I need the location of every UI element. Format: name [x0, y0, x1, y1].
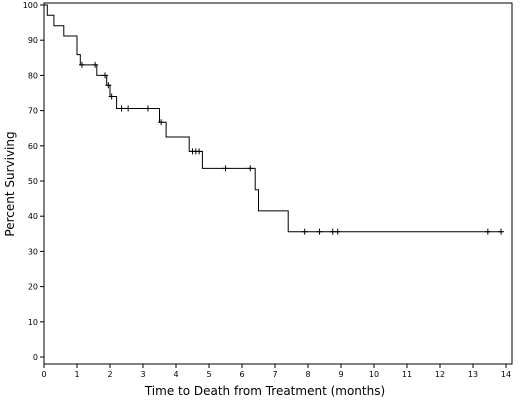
- y-tick-label: 10: [28, 318, 38, 327]
- censor-mark: [196, 148, 203, 155]
- y-tick-label: 70: [28, 107, 38, 116]
- x-tick-label: 12: [435, 370, 445, 379]
- x-tick-label: 9: [338, 370, 343, 379]
- x-tick-label: 6: [239, 370, 244, 379]
- censor-mark: [301, 228, 308, 235]
- x-tick-label: 14: [501, 370, 511, 379]
- x-tick-label: 13: [468, 370, 478, 379]
- censor-mark: [78, 61, 85, 68]
- x-axis: 0 1 2 3 4 5 6 7 8 9 10 11 12 13 14: [41, 364, 511, 379]
- x-tick-label: 10: [369, 370, 379, 379]
- y-tick-label: 60: [28, 142, 38, 151]
- y-axis-title: Percent Surviving: [3, 131, 17, 236]
- censor-mark: [102, 72, 109, 79]
- x-tick-label: 0: [41, 370, 46, 379]
- censor-mark: [105, 82, 112, 89]
- y-tick-label: 20: [28, 283, 38, 292]
- censor-mark: [498, 228, 505, 235]
- censor-mark: [484, 228, 491, 235]
- y-tick-label: 50: [28, 177, 38, 186]
- x-axis-title: Time to Death from Treatment (months): [144, 384, 385, 398]
- survival-curve: [44, 4, 503, 233]
- censor-mark: [144, 105, 151, 112]
- x-tick-label: 11: [402, 370, 412, 379]
- x-tick-label: 4: [173, 370, 178, 379]
- censor-mark: [316, 228, 323, 235]
- censor-mark: [92, 61, 99, 68]
- x-tick-label: 2: [107, 370, 112, 379]
- plot-frame: [43, 2, 513, 365]
- censor-mark: [118, 105, 125, 112]
- censor-mark: [247, 165, 254, 172]
- y-tick-label: 30: [28, 247, 38, 256]
- y-tick-label: 100: [23, 1, 38, 10]
- censor-marks: [78, 61, 505, 235]
- y-tick-label: 0: [33, 353, 38, 362]
- x-tick-label: 8: [305, 370, 310, 379]
- y-tick-label: 40: [28, 212, 38, 221]
- censor-mark: [158, 119, 165, 126]
- censor-mark: [334, 228, 341, 235]
- y-tick-label: 80: [28, 71, 38, 80]
- y-tick-label: 90: [28, 36, 38, 45]
- x-tick-label: 7: [272, 370, 277, 379]
- y-axis: 0 10 20 30 40 50 60 70 80 90 100: [23, 1, 44, 362]
- censor-mark: [108, 93, 115, 100]
- x-tick-label: 1: [74, 370, 79, 379]
- x-tick-label: 3: [140, 370, 145, 379]
- censor-mark: [125, 105, 132, 112]
- x-tick-label: 5: [206, 370, 211, 379]
- censor-mark: [222, 165, 229, 172]
